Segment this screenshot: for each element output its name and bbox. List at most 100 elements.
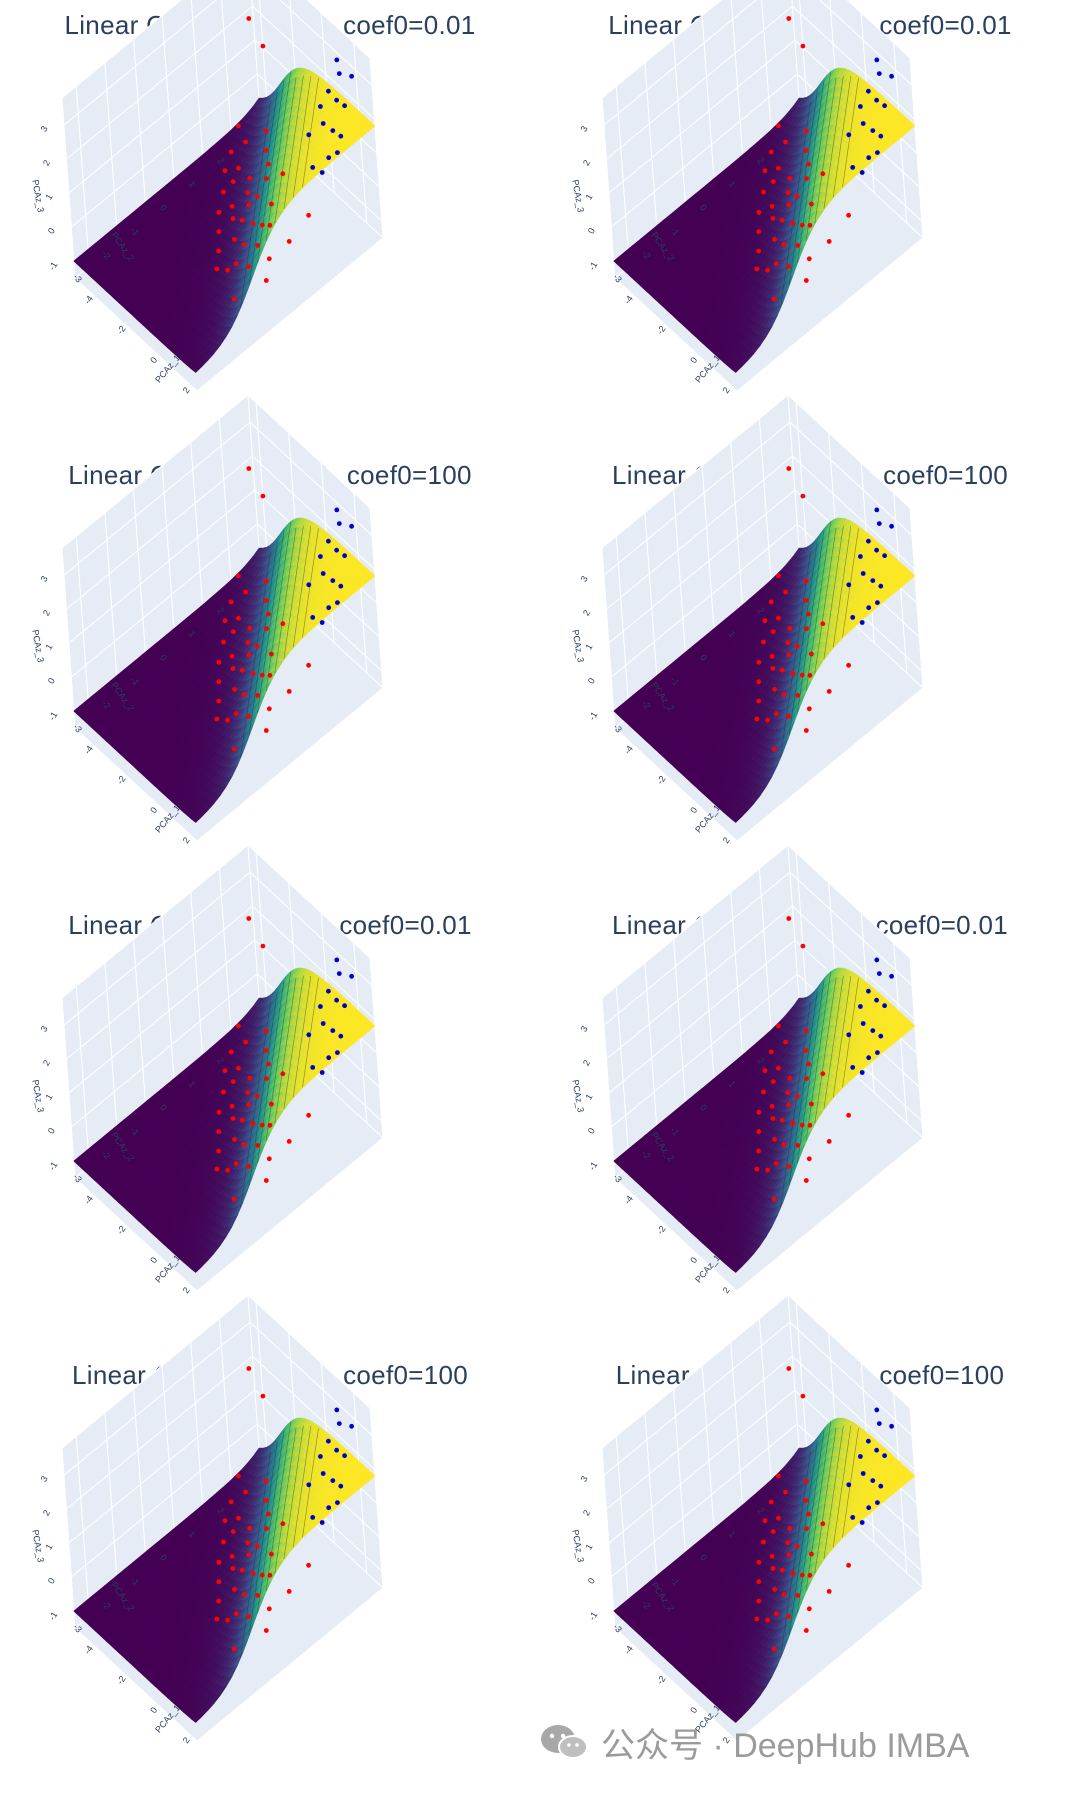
scatter-point bbox=[330, 578, 336, 583]
scatter-point bbox=[804, 626, 809, 631]
subplot-panel: Linear C=0.01, γ=0.01, coef0=0.01-10123-… bbox=[0, 0, 540, 450]
scatter-point bbox=[263, 278, 269, 283]
x-tick-label: -2 bbox=[115, 1224, 128, 1236]
scatter-point bbox=[263, 598, 269, 603]
scatter-point bbox=[787, 1525, 793, 1531]
scatter-series bbox=[754, 16, 851, 302]
scatter-point bbox=[342, 1453, 347, 1459]
scatter-point bbox=[318, 1454, 323, 1459]
scatter-point bbox=[809, 651, 814, 657]
scatter-point bbox=[216, 229, 222, 235]
z-axis-title: PCAz_3 bbox=[30, 629, 46, 663]
scatter-point bbox=[221, 1089, 226, 1095]
scatter-point bbox=[874, 1407, 880, 1413]
scatter-point bbox=[786, 652, 792, 658]
x-tick-label: 2 bbox=[721, 385, 732, 395]
scatter-point bbox=[263, 578, 269, 584]
scatter-point bbox=[286, 689, 292, 694]
scatter-point bbox=[225, 717, 231, 723]
scatter-point bbox=[349, 1423, 354, 1429]
scatter-point bbox=[230, 179, 236, 185]
scatter-point bbox=[779, 1567, 785, 1573]
scatter-point bbox=[233, 1611, 239, 1617]
scatter-point bbox=[846, 1482, 852, 1488]
scatter-point bbox=[761, 1089, 766, 1095]
decision-surface bbox=[613, 67, 916, 373]
z-tick-label: 2 bbox=[41, 1508, 52, 1517]
scatter-point bbox=[859, 170, 865, 175]
scatter-point bbox=[790, 221, 796, 226]
z-tick-label: -1 bbox=[47, 1160, 60, 1172]
scatter-point bbox=[874, 507, 880, 513]
z-tick-label: -1 bbox=[587, 1160, 600, 1172]
y-tick-label: 1 bbox=[187, 1079, 198, 1089]
scatter-point bbox=[319, 1520, 325, 1525]
scatter-point bbox=[785, 1540, 791, 1546]
scatter-point bbox=[800, 1393, 806, 1399]
scatter-point bbox=[320, 1471, 326, 1476]
scatter-point bbox=[870, 1028, 876, 1033]
scatter-point bbox=[858, 1454, 863, 1459]
scatter-point bbox=[306, 1562, 311, 1568]
scatter-point bbox=[803, 278, 809, 283]
scatter-point bbox=[334, 507, 340, 513]
scatter-point bbox=[216, 1109, 222, 1115]
scatter-point bbox=[326, 1505, 332, 1511]
scatter-point bbox=[236, 123, 241, 129]
scatter-point bbox=[754, 716, 760, 722]
scatter-point bbox=[214, 716, 220, 722]
scatter-point bbox=[326, 605, 332, 611]
scatter-point bbox=[232, 237, 237, 242]
scatter-point bbox=[266, 1061, 271, 1067]
scatter-point bbox=[846, 662, 851, 668]
subplot-panel: Linear C=0.01, γ=100, coef0=0.01-10123-3… bbox=[0, 843, 540, 1350]
scatter-point bbox=[214, 1166, 220, 1172]
scatter-point bbox=[772, 1137, 777, 1142]
scatter-point bbox=[286, 1589, 292, 1594]
scatter-point bbox=[310, 615, 316, 620]
x-tick-label: 2 bbox=[721, 1285, 732, 1295]
x-tick-label: -4 bbox=[82, 1644, 95, 1656]
scatter-point bbox=[878, 583, 884, 589]
x-tick-label: 2 bbox=[181, 385, 192, 395]
x-tick-label: -4 bbox=[622, 1644, 635, 1656]
scatter-point bbox=[216, 659, 222, 665]
z-axis-title: PCAz_3 bbox=[30, 1079, 46, 1113]
scatter-series bbox=[754, 466, 851, 752]
scatter-point bbox=[263, 1048, 269, 1053]
scatter-point bbox=[806, 706, 812, 712]
scatter-point bbox=[826, 689, 832, 694]
scatter-point bbox=[846, 132, 852, 138]
scatter-point bbox=[795, 693, 801, 698]
z-tick-label: 0 bbox=[586, 1126, 597, 1135]
scatter-point bbox=[773, 261, 779, 267]
scatter-point bbox=[255, 693, 261, 698]
scatter-point bbox=[269, 1101, 274, 1107]
scatter-point bbox=[260, 43, 266, 49]
scatter-point bbox=[772, 237, 777, 242]
scatter-point bbox=[874, 1447, 879, 1453]
scatter-point bbox=[866, 1505, 872, 1511]
scatter-point bbox=[765, 1617, 770, 1623]
scatter-point bbox=[874, 957, 880, 963]
scatter-point bbox=[230, 216, 236, 221]
y-tick-label: 0 bbox=[698, 1553, 709, 1563]
scatter-point bbox=[320, 571, 326, 576]
scatter-point bbox=[860, 121, 866, 126]
scatter-point bbox=[216, 1559, 222, 1565]
scatter-point bbox=[806, 611, 811, 617]
z-tick-label: 1 bbox=[43, 1542, 54, 1551]
scatter-point bbox=[334, 997, 339, 1003]
scatter-series bbox=[214, 16, 311, 302]
scatter-point bbox=[266, 1156, 272, 1162]
scatter-point bbox=[866, 1055, 872, 1061]
